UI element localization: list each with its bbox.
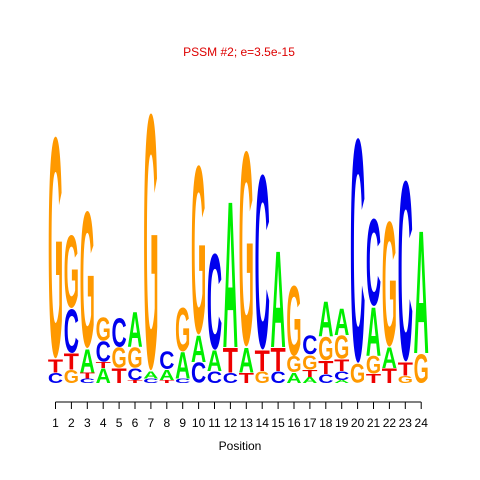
logo-column-10: CAG xyxy=(191,115,206,389)
x-tick-label-1: 1 xyxy=(52,416,59,430)
glyph-G-pos4-3: G xyxy=(96,310,111,348)
x-tick-label-3: 3 xyxy=(84,416,91,430)
glyph-G-pos10-2: G xyxy=(191,115,206,383)
logo-column-7: CAG xyxy=(143,40,158,444)
x-tick-label-11: 11 xyxy=(208,416,221,430)
x-tick-label-9: 9 xyxy=(179,416,186,430)
logo-column-23: GTC xyxy=(398,129,414,414)
chart-title: PSSM #2; e=3.5e-15 xyxy=(183,45,295,59)
x-tick-label-17: 17 xyxy=(303,416,317,430)
logo-column-20: GC xyxy=(350,72,365,428)
x-tick-label-20: 20 xyxy=(351,416,365,430)
glyph-C-pos20-1: C xyxy=(350,72,365,428)
logo-column-12: CTA xyxy=(223,157,238,392)
x-axis: 1 2 3 4 5 6 7 8 9 10 11 12 13 14 15 16 17 18 19 20 21 22 23 24 xyxy=(52,402,428,430)
logo-column-22: TAG xyxy=(382,185,397,388)
logo-column-14: GTC xyxy=(255,124,271,400)
x-tick-label-7: 7 xyxy=(148,416,155,430)
x-tick-label-16: 16 xyxy=(287,416,301,430)
logo-column-18: CTGA xyxy=(318,292,334,386)
glyph-C-pos14-2: C xyxy=(255,124,270,400)
glyph-C-pos17-3: C xyxy=(302,331,317,361)
x-tick-label-14: 14 xyxy=(256,416,270,430)
glyph-G-pos1-2: G xyxy=(48,73,63,423)
logo-column-24: GA xyxy=(414,194,429,391)
glyph-G-pos7-2: G xyxy=(143,40,158,444)
logo-column-5: TGC xyxy=(112,309,127,388)
logo-column-15: CTA xyxy=(271,221,287,387)
x-tick-label-22: 22 xyxy=(383,416,397,430)
glyph-G-pos13-2: G xyxy=(239,95,254,403)
logo-column-1: CTG xyxy=(48,73,64,423)
logo-column-11: CAC xyxy=(207,225,223,387)
glyph-G-pos16-2: G xyxy=(286,266,301,377)
glyph-A-pos24-1: A xyxy=(414,194,429,391)
glyph-C-pos23-2: C xyxy=(398,129,413,414)
glyph-C-pos11-2: C xyxy=(207,225,222,377)
glyph-A-pos15-2: A xyxy=(271,221,286,376)
x-tick-label-12: 12 xyxy=(224,416,238,430)
glyph-G-pos2-3: G xyxy=(64,214,79,329)
x-tick-label-2: 2 xyxy=(68,416,75,430)
logo-column-13: TAG xyxy=(239,95,255,403)
x-tick-label-23: 23 xyxy=(399,416,413,430)
glyph-G-pos9-2: G xyxy=(175,295,190,364)
glyph-C-pos5-2: C xyxy=(112,309,127,356)
x-tick-label-18: 18 xyxy=(319,416,333,430)
x-tick-label-21: 21 xyxy=(367,416,381,430)
glyph-A-pos12-2: A xyxy=(223,157,238,392)
glyph-C-pos21-3: C xyxy=(366,193,381,331)
logo-column-9: CAG xyxy=(175,295,190,387)
x-tick-label-13: 13 xyxy=(240,416,254,430)
x-tick-label-4: 4 xyxy=(100,416,107,430)
x-tick-label-8: 8 xyxy=(163,416,170,430)
logo-column-19: ACTGA xyxy=(334,302,349,384)
glyph-A-pos6-3: A xyxy=(127,303,142,359)
x-tick-label-5: 5 xyxy=(116,416,123,430)
x-tick-label-10: 10 xyxy=(192,416,206,430)
logo-column-16: AGG xyxy=(286,266,301,386)
x-tick-label-15: 15 xyxy=(271,416,285,430)
x-tick-label-19: 19 xyxy=(335,416,349,430)
x-axis-title: Position xyxy=(219,439,262,453)
glyph-G-pos3-3: G xyxy=(80,172,95,389)
x-tick-label-24: 24 xyxy=(415,416,429,430)
x-tick-label-6: 6 xyxy=(132,416,139,430)
glyph-A-pos19-4: A xyxy=(334,302,349,344)
logo-column-8: TAC xyxy=(159,347,174,384)
glyph-C-pos8-2: C xyxy=(159,347,174,375)
glyph-G-pos22-2: G xyxy=(382,185,397,383)
glyph-A-pos18-3: A xyxy=(318,292,333,348)
